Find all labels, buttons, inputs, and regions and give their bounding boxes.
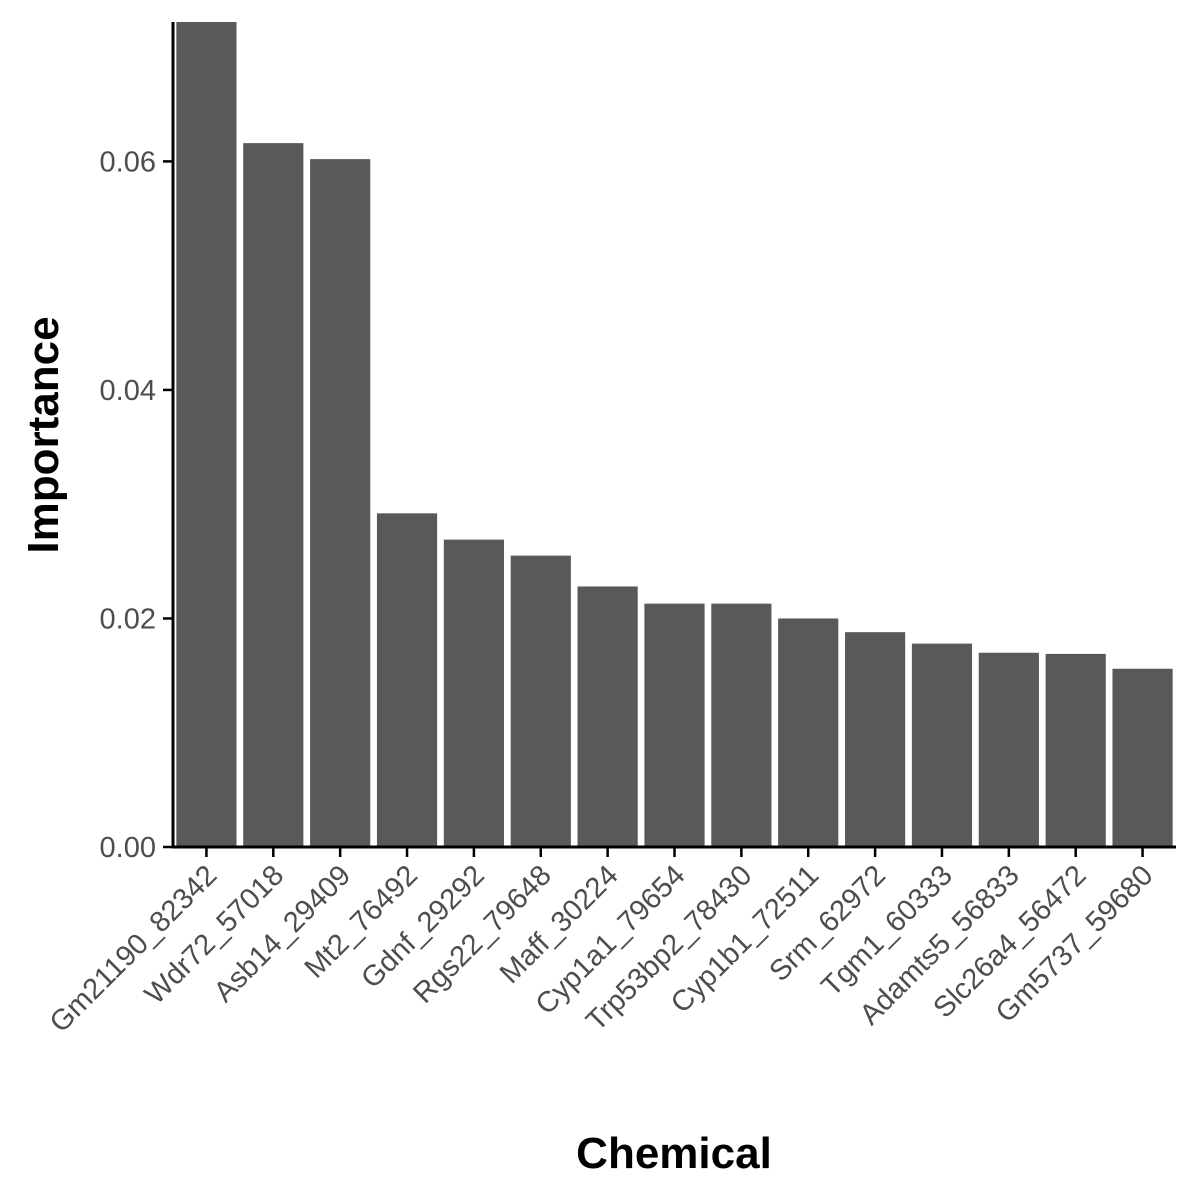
bar-Cyp1a1_79654 [644,603,705,847]
bar-Mt2_76492 [376,513,438,847]
x-axis-title: Chemical [576,1129,772,1178]
y-tick-label: 0.02 [100,603,156,635]
bar-Gm21190_82342 [176,22,237,847]
bar-Gm5737_59680 [1112,668,1173,847]
y-tick-label: 0.06 [100,146,156,178]
y-axis-title: Importance [19,316,68,553]
bar-Wdr72_57018 [243,143,304,847]
bar-Srm_62972 [845,632,906,847]
bar-Cyp1b1_72511 [778,618,839,847]
x-axis: Gm21190_82342Wdr72_57018Asb14_29409Mt2_7… [44,845,1176,1039]
bar-Asb14_29409 [310,159,371,847]
bar-Gdnf_29292 [443,539,504,847]
bars-group [176,22,1173,847]
bar-Trp53bp2_78430 [711,603,772,847]
y-tick-label: 0.00 [100,832,156,864]
bar-Rgs22_79648 [510,555,571,847]
bar-Maff_30224 [577,586,638,847]
bar-Adamts5_56833 [978,652,1039,847]
bar-Tgm1_60333 [911,643,973,847]
bar-Slc26a4_56472 [1045,653,1106,847]
y-tick-label: 0.04 [100,375,156,407]
y-axis: 0.00 0.02 0.04 0.06 [100,22,175,864]
